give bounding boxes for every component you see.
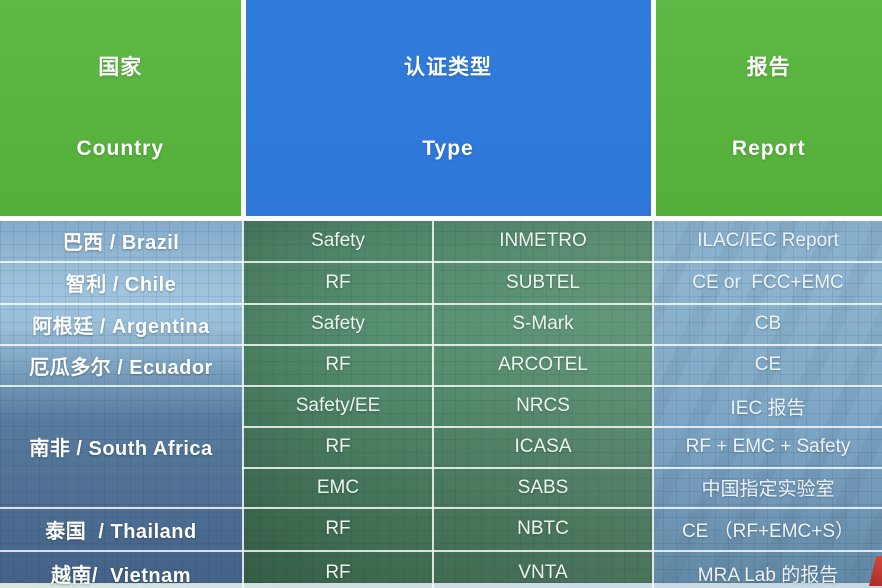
- header-type-en: Type: [422, 137, 474, 160]
- report-cell: MRA Lab 的报告: [652, 549, 882, 588]
- country-cell: 智利 / Chile: [0, 260, 244, 305]
- report-cell: IEC 报告: [652, 384, 882, 428]
- type-cell: RF: [242, 260, 434, 305]
- agency-cell: ARCOTEL: [432, 343, 654, 387]
- row-chile: 智利 / Chile RF SUBTEL CE or FCC+EMC: [0, 260, 882, 305]
- report-cell: ILAC/IEC Report: [652, 217, 882, 263]
- row-argentina: 阿根廷 / Argentina Safety S-Mark CB: [0, 302, 882, 346]
- type-cell: Safety: [242, 217, 434, 263]
- agency-cell: NBTC: [432, 506, 654, 552]
- header-country-zh: 国家: [98, 56, 143, 79]
- agency-cell: SABS: [432, 466, 654, 509]
- report-cell: CE: [652, 343, 882, 387]
- agency-cell: VNTA: [432, 549, 654, 588]
- type-cell: RF: [243, 425, 434, 469]
- report-cell: 中国指定实验室: [652, 466, 882, 509]
- type-cell: Safety: [242, 302, 434, 346]
- row-brazil: 巴西 / Brazil Safety INMETRO ILAC/IEC Repo…: [0, 217, 882, 263]
- header-country: 国家 Country: [0, 0, 246, 221]
- agency-cell: S-Mark: [432, 302, 654, 346]
- header-report-zh: 报告: [746, 56, 791, 79]
- type-cell: EMC: [243, 466, 434, 509]
- type-cell: RF: [242, 549, 434, 588]
- type-cell: RF: [242, 343, 434, 387]
- country-cell: 泰国 / Thailand: [0, 506, 244, 552]
- row-south-africa-1: 南非 / South Africa Safety/EE NRCS IEC 报告: [0, 384, 882, 509]
- header-report-en: Report: [731, 137, 806, 160]
- header-row: 国家 Country 认证类型 Type 报告 Report: [0, 0, 882, 221]
- report-cell: CB: [652, 302, 882, 346]
- report-cell: CE （RF+EMC+S）: [652, 506, 882, 552]
- report-cell: CE or FCC+EMC: [652, 260, 882, 305]
- header-type-zh: 认证类型: [404, 56, 492, 79]
- header-report: 报告 Report: [650, 0, 882, 221]
- row-south-africa-3: EMC SABS 中国指定实验室: [0, 466, 882, 509]
- agency-cell: ICASA: [432, 425, 654, 469]
- report-cell: RF + EMC + Safety: [652, 425, 882, 469]
- row-south-africa-2: RF ICASA RF + EMC + Safety: [0, 425, 882, 469]
- country-cell: 厄瓜多尔 / Ecuador: [0, 343, 244, 387]
- type-cell: RF: [242, 506, 434, 552]
- header-country-en: Country: [76, 137, 164, 160]
- type-cell: Safety/EE: [242, 384, 434, 428]
- country-cell: 南非 / South Africa: [0, 384, 244, 509]
- agency-cell: SUBTEL: [432, 260, 654, 305]
- country-cell: 越南/ Vietnam: [0, 549, 244, 588]
- header-type: 认证类型 Type: [240, 0, 656, 221]
- agency-cell: NRCS: [432, 384, 654, 428]
- row-vietnam: 越南/ Vietnam RF VNTA MRA Lab 的报告: [0, 549, 882, 588]
- agency-cell: INMETRO: [432, 217, 654, 263]
- country-cell: 阿根廷 / Argentina: [0, 302, 244, 346]
- row-ecuador: 厄瓜多尔 / Ecuador RF ARCOTEL CE: [0, 343, 882, 387]
- country-cell: 巴西 / Brazil: [0, 217, 244, 263]
- row-thailand: 泰国 / Thailand RF NBTC CE （RF+EMC+S）: [0, 506, 882, 552]
